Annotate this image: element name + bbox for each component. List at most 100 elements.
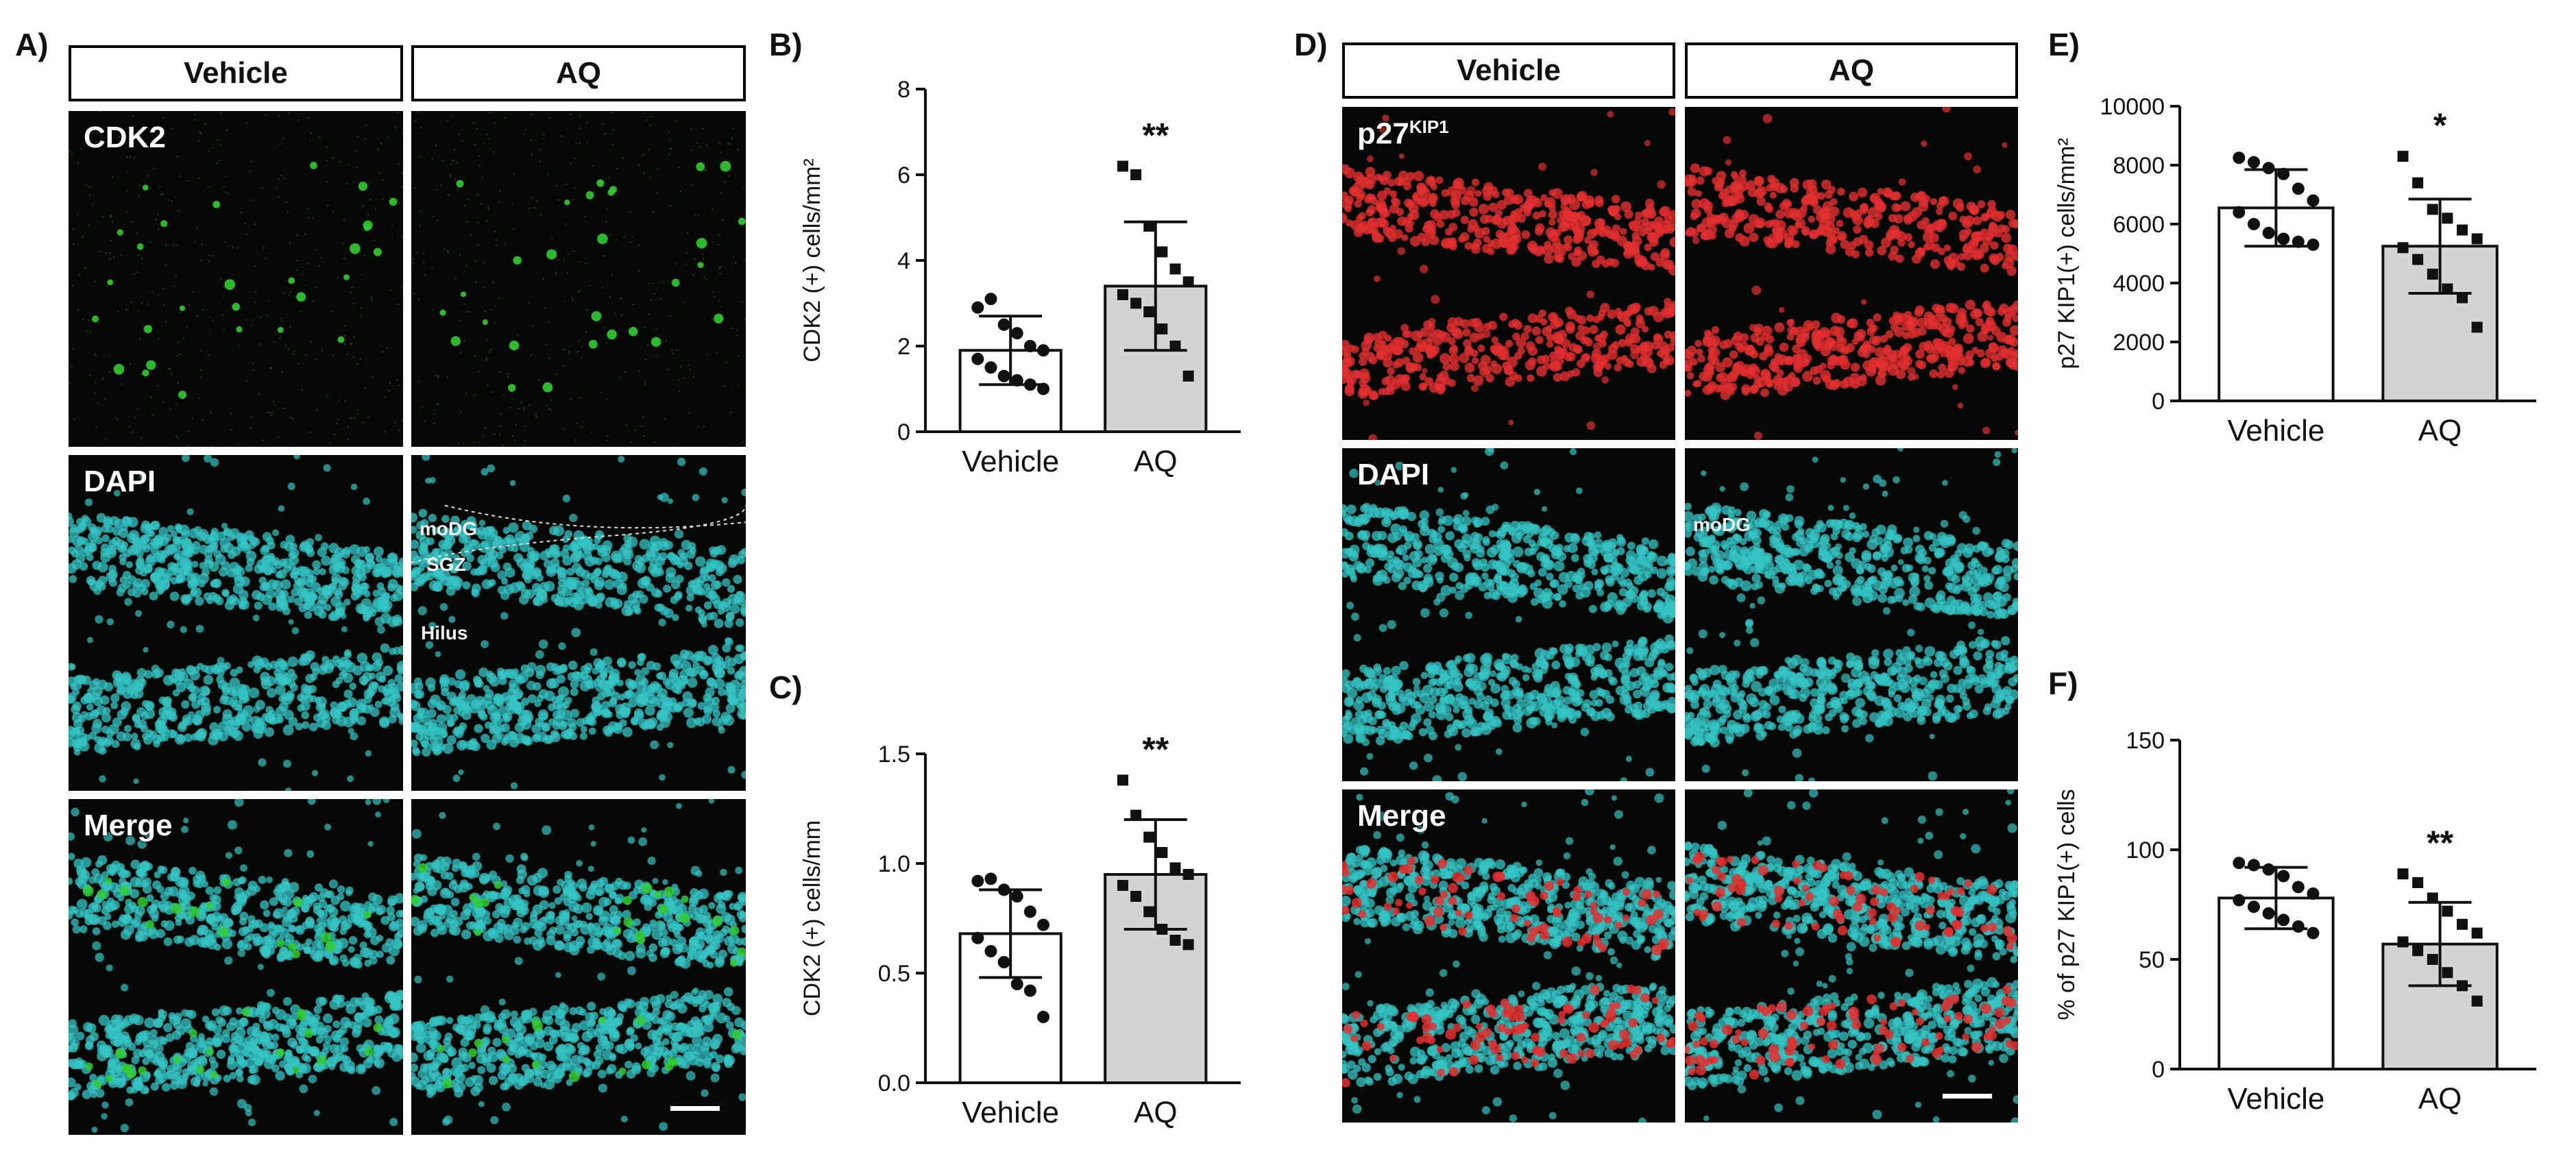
cell-dot: [175, 919, 182, 927]
cell-dot: [232, 246, 234, 248]
cell-dot: [191, 700, 201, 709]
cell-dot: [91, 868, 100, 876]
cell-dot: [439, 309, 446, 316]
cell-dot: [490, 308, 493, 310]
cell-dot: [127, 588, 136, 597]
cell-dot: [736, 591, 744, 599]
cell-dot: [581, 579, 590, 587]
cell-dot: [555, 1046, 563, 1055]
cell-dot: [481, 733, 490, 744]
cell-dot: [158, 1009, 165, 1016]
cell-dot: [569, 732, 578, 740]
cell-dot: [537, 940, 546, 948]
cell-dot: [463, 340, 465, 342]
cell-dot: [528, 936, 538, 945]
cell-dot: [318, 136, 321, 138]
cell-dot: [715, 568, 724, 576]
cell-dot: [548, 408, 550, 410]
cell-dot: [595, 532, 603, 541]
cell-dot: [607, 1008, 616, 1017]
cell-dot: [229, 594, 238, 603]
cell-dot: [159, 186, 161, 188]
cell-dot: [521, 1036, 532, 1047]
cell-dot: [88, 544, 96, 552]
cell-dot: [373, 1023, 382, 1033]
cell-dot: [150, 396, 152, 398]
cell-dot: [625, 607, 634, 616]
cell-dot: [305, 918, 315, 928]
cell-dot: [350, 483, 358, 491]
cell-dot: [688, 1055, 699, 1066]
cell-dot: [517, 869, 527, 880]
cell-dot: [648, 898, 657, 907]
cell-dot: [679, 365, 682, 368]
cell-dot: [308, 140, 311, 142]
cell-dot: [265, 114, 267, 116]
cell-dot: [112, 256, 115, 258]
cell-dot: [253, 1047, 262, 1056]
cell-dot: [588, 727, 596, 735]
cell-dot: [671, 349, 673, 351]
cell-dot: [727, 694, 737, 704]
cell-dot: [81, 548, 90, 557]
cell-dot: [289, 417, 292, 419]
cell-dot: [136, 667, 147, 678]
cell-dot: [732, 255, 734, 258]
cell-dot: [489, 870, 497, 879]
cell-dot: [354, 961, 363, 969]
cell-dot: [86, 637, 93, 643]
cell-dot: [202, 1080, 208, 1087]
cell-dot: [372, 597, 384, 609]
cell-dot: [246, 1026, 257, 1036]
cell-dot: [381, 198, 383, 200]
cell-dot: [201, 665, 209, 673]
cell-dot: [127, 532, 138, 543]
cell-dot: [130, 859, 141, 870]
cell-dot: [235, 1068, 243, 1077]
cell-dot: [718, 949, 727, 959]
cell-dot: [611, 691, 620, 701]
cell-dot: [411, 739, 418, 748]
cell-dot: [710, 936, 720, 946]
cell-dot: [228, 550, 236, 559]
cell-dot: [352, 356, 354, 358]
cell-dot: [246, 925, 254, 933]
cell-dot: [460, 351, 462, 354]
cell-dot: [146, 554, 156, 563]
cell-dot: [498, 201, 500, 204]
cell-dot: [132, 115, 134, 117]
cell-dot: [169, 368, 171, 370]
cell-dot: [598, 1016, 606, 1024]
cell-dot: [526, 680, 536, 691]
cell-dot: [728, 933, 739, 945]
cell-dot: [329, 441, 331, 444]
cell-dot: [158, 556, 166, 564]
cell-dot: [705, 612, 714, 621]
cell-dot: [711, 653, 721, 663]
cell-dot: [727, 143, 729, 145]
cell-dot: [343, 258, 345, 260]
cell-dot: [259, 923, 269, 933]
cell-dot: [675, 574, 684, 583]
cell-dot: [361, 205, 364, 207]
cell-dot: [737, 702, 746, 711]
cell-dot: [69, 737, 75, 748]
cell-dot: [703, 601, 712, 610]
cell-dot: [290, 291, 292, 293]
cell-dot: [466, 516, 476, 526]
cell-dot: [365, 663, 373, 672]
cell-dot: [581, 1031, 593, 1042]
cell-dot: [307, 799, 316, 805]
cell-dot: [315, 358, 317, 360]
cell-dot: [144, 1017, 156, 1029]
cell-dot: [627, 1042, 635, 1050]
cell-dot: [613, 598, 623, 609]
cell-dot: [556, 248, 558, 250]
cell-dot: [432, 215, 435, 217]
cell-dot: [642, 416, 644, 418]
cell-dot: [135, 1076, 143, 1084]
cell-dot: [292, 1066, 300, 1074]
cell-dot: [141, 373, 143, 375]
cell-dot: [374, 240, 376, 242]
header-aq: AQ: [411, 45, 746, 101]
